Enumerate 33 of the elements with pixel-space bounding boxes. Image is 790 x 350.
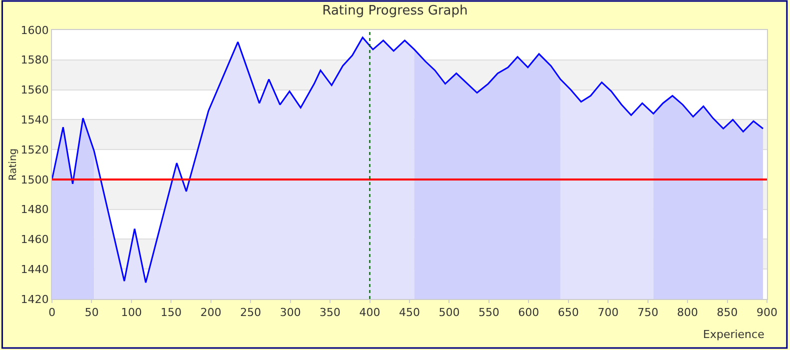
x-tick-label: 650	[558, 306, 579, 320]
x-tick-label: 350	[320, 306, 341, 320]
x-axis-title: Experience	[703, 328, 765, 341]
x-tick-label: 550	[478, 306, 500, 320]
x-tick-label: 150	[160, 306, 182, 320]
y-tick-label: 1600	[20, 24, 49, 37]
y-tick-label: 1420	[20, 292, 49, 306]
x-tick-label: 500	[438, 306, 460, 320]
x-tick-label: 450	[399, 306, 420, 320]
x-tick-label: 900	[756, 306, 778, 320]
y-tick-label: 1440	[20, 262, 49, 276]
x-tick-label: 750	[637, 306, 658, 320]
x-tick-label: 300	[280, 306, 301, 320]
x-tick-label: 100	[120, 306, 142, 320]
x-tick-label: 700	[598, 306, 619, 320]
y-axis-title: Rating	[8, 148, 19, 181]
x-tick-label: 850	[716, 306, 738, 320]
y-tick-label: 1560	[20, 84, 49, 97]
y-tick-label: 1500	[20, 173, 49, 186]
y-tick-label: 1580	[20, 54, 49, 67]
x-tick-label: 600	[518, 306, 540, 320]
x-tick-label: 200	[200, 306, 222, 320]
y-tick-label: 1480	[20, 203, 49, 216]
x-tick-label: 0	[48, 306, 56, 320]
x-tick-label: 250	[240, 306, 262, 320]
y-tick-label: 1460	[20, 233, 49, 246]
y-tick-label: 1520	[20, 143, 49, 156]
x-tick-label: 50	[84, 306, 99, 320]
chart-title: Rating Progress Graph	[322, 3, 468, 18]
x-tick-label: 400	[359, 306, 380, 320]
line-series	[52, 36, 764, 284]
y-tick-label: 1540	[20, 114, 49, 127]
x-tick-label: 800	[677, 306, 698, 320]
